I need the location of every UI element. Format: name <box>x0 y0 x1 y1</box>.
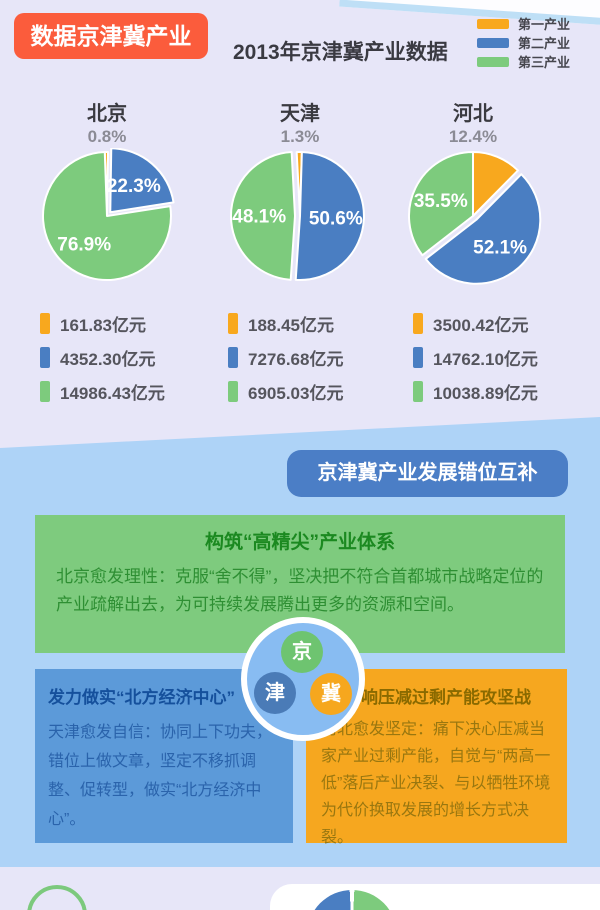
value-column-河北: 3500.42亿元 14762.10亿元 10038.89亿元 <box>413 306 538 408</box>
pie-slice-第二产业 <box>109 148 175 214</box>
venn-circle-津: 津 <box>254 672 296 714</box>
value-marker-icon <box>413 346 423 368</box>
industry-legend: 第一产业第二产业第三产业 <box>477 14 570 71</box>
venn-circle-冀: 冀 <box>310 673 352 715</box>
value-row: 4352.30亿元 <box>40 340 165 374</box>
pie-chart-天津: 天津 1.3% 50.6% 48.1% <box>210 101 390 288</box>
pie-svg: 52.1% 35.5% <box>408 151 542 285</box>
value-row: 10038.89亿元 <box>413 374 538 408</box>
card-tianjin-title: 发力做实“北方经济中心” <box>48 688 235 707</box>
legend-label: 第三产业 <box>518 55 571 70</box>
value-marker-icon <box>40 380 50 402</box>
value-row: 7276.68亿元 <box>228 340 343 374</box>
value-text: 161.83亿元 <box>60 315 146 335</box>
value-row: 161.83亿元 <box>40 306 165 340</box>
pie-slice-label: 52.1% <box>473 238 527 259</box>
pie-small-slice-label: 0.8% <box>87 127 127 146</box>
pie-chart-河北: 河北 12.4% 52.1% 35.5% <box>383 101 563 288</box>
value-text: 14762.10亿元 <box>433 349 538 369</box>
value-text: 4352.30亿元 <box>60 349 156 369</box>
card-tianjin-body: 天津愈发自信：协同上下功夫，错位上做文章，坚定不移抓调整、促转型，做实“北方经济… <box>48 724 273 828</box>
pie-region-title: 河北 <box>453 103 493 125</box>
pie-region-title: 北京 <box>87 103 127 125</box>
pie-slice-第三产业 <box>42 151 172 281</box>
legend-swatch-icon <box>477 37 509 48</box>
card-tianjin: 发力做实“北方经济中心” 天津愈发自信：协同上下功夫，错位上做文章，坚定不移抓调… <box>35 669 293 843</box>
legend-item-3: 第三产业 <box>477 52 570 71</box>
value-text: 188.45亿元 <box>248 315 334 335</box>
pie-svg: 22.3% 76.9% <box>42 148 175 281</box>
pie-svg: 50.6% 48.1% <box>229 151 365 281</box>
pie-small-slice-label: 12.4% <box>448 127 498 146</box>
pie-slice-label: 48.1% <box>232 207 286 228</box>
value-marker-icon <box>40 346 50 368</box>
card-beijing-title: 构筑“高精尖”产业体系 <box>204 532 395 553</box>
value-column-天津: 188.45亿元 7276.68亿元 6905.03亿元 <box>228 306 343 408</box>
legend-swatch-icon <box>477 56 509 67</box>
section-development: 京津冀产业发展错位互补 构筑“高精尖”产业体系 北京愈发理性：克服“舍不得”，坚… <box>0 417 600 867</box>
card-hebei-title: 打响压减过剩产能攻坚战 <box>344 688 531 707</box>
pie-small-slice-label: 1.3% <box>280 127 320 146</box>
diagonal-divider <box>0 417 600 448</box>
value-column-北京: 161.83亿元 4352.30亿元 14986.43亿元 <box>40 306 165 408</box>
value-text: 6905.03亿元 <box>248 383 344 403</box>
value-marker-icon <box>413 312 423 334</box>
card-beijing-body: 北京愈发理性：克服“舍不得”，坚决把不符合首都城市战略定位的产业疏解出去，为可持… <box>56 567 544 614</box>
section-banner: 京津冀产业发展错位互补 <box>287 450 568 497</box>
legend-label: 第一产业 <box>518 17 571 32</box>
pie-slice-label: 35.5% <box>414 191 468 212</box>
value-row: 188.45亿元 <box>228 306 343 340</box>
header-badge: 数据京津冀产业 <box>14 13 208 59</box>
value-marker-icon <box>228 380 238 402</box>
value-row: 3500.42亿元 <box>413 306 538 340</box>
value-marker-icon <box>228 312 238 334</box>
value-text: 10038.89亿元 <box>433 383 538 403</box>
page-title: 2013年京津冀产业数据 <box>233 41 448 64</box>
pie-slice-第二产业 <box>424 173 542 285</box>
value-row: 6905.03亿元 <box>228 374 343 408</box>
value-text: 3500.42亿元 <box>433 315 529 335</box>
legend-label: 第二产业 <box>518 36 571 51</box>
pie-region-title: 天津 <box>280 103 320 125</box>
value-row: 14986.43亿元 <box>40 374 165 408</box>
legend-item-2: 第二产业 <box>477 33 570 52</box>
value-marker-icon <box>413 380 423 402</box>
legend-swatch-icon <box>477 18 509 29</box>
value-marker-icon <box>40 312 50 334</box>
pie-slice-label: 50.6% <box>309 209 363 230</box>
jing-jin-ji-venn-circle: 京津冀 <box>241 617 365 741</box>
value-text: 14986.43亿元 <box>60 383 165 403</box>
pie-chart-北京: 北京 0.8% 22.3% 76.9% <box>17 101 197 288</box>
pie-slice-label: 76.9% <box>57 235 111 256</box>
value-marker-icon <box>228 346 238 368</box>
pie-slice-第二产业 <box>294 151 365 281</box>
circle-outline-decoration <box>27 885 87 910</box>
pie-slice-第三产业 <box>408 151 474 257</box>
value-text: 7276.68亿元 <box>248 349 344 369</box>
pie-slice-label: 22.3% <box>107 176 161 197</box>
venn-circle-京: 京 <box>281 631 323 673</box>
pie-slice-第三产业 <box>229 151 296 281</box>
card-hebei: 打响压减过剩产能攻坚战 河北愈发坚定：痛下决心压减当家产业过剩产能，自觉与“两高… <box>306 669 567 846</box>
legend-item-1: 第一产业 <box>477 14 570 33</box>
value-row: 14762.10亿元 <box>413 340 538 374</box>
card-hebei-body: 河北愈发坚定：痛下决心压减当家产业过剩产能，自觉与“两高一低”落后产业决裂、与以… <box>321 721 551 846</box>
